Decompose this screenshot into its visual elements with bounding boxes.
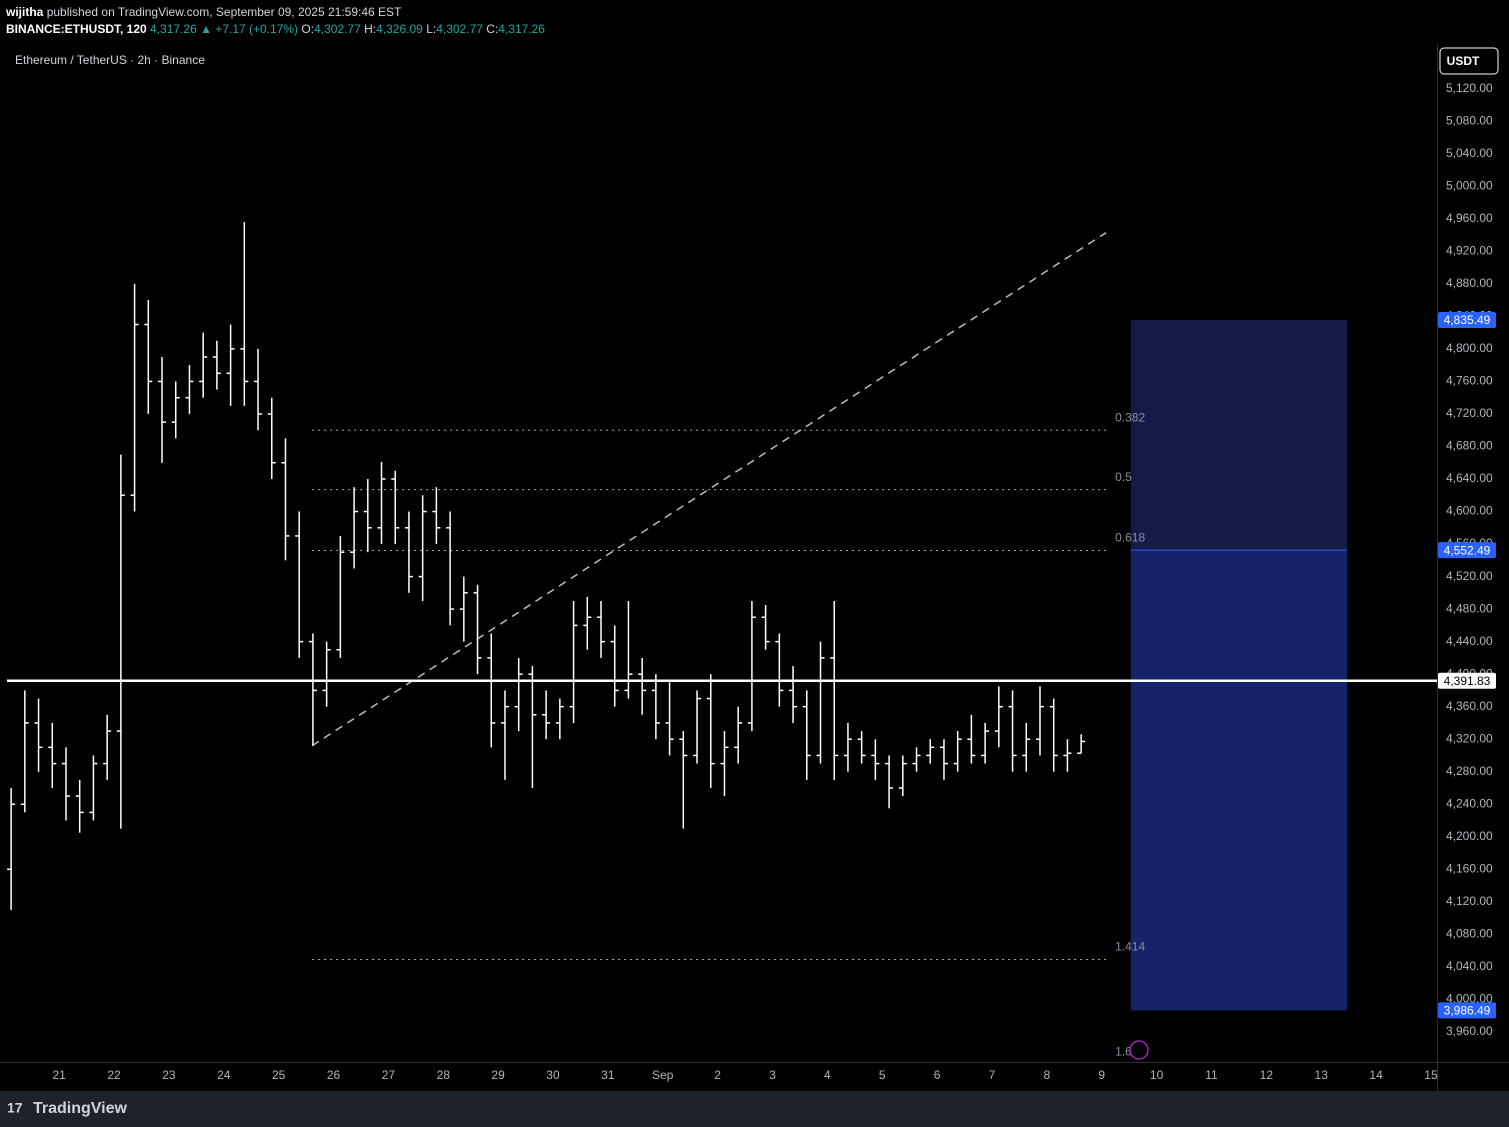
- fib-label: 1.414: [1115, 940, 1145, 954]
- x-tick-label: 22: [107, 1068, 121, 1082]
- ohlc-key: L:: [426, 22, 437, 36]
- y-tick-label: 4,080.00: [1446, 927, 1493, 941]
- x-tick-label: 4: [824, 1068, 831, 1082]
- y-tick-label: 4,880.00: [1446, 276, 1493, 290]
- y-tick-label: 4,960.00: [1446, 211, 1493, 225]
- ohlc-value: 4,326.09: [376, 22, 423, 36]
- alert-icon[interactable]: [1129, 1040, 1149, 1060]
- x-tick-label: 7: [989, 1068, 996, 1082]
- x-tick-label: 10: [1150, 1068, 1164, 1082]
- y-tick-label: 4,640.00: [1446, 471, 1493, 485]
- position-stop: [1130, 550, 1348, 1011]
- fib-label: 1.6: [1115, 1045, 1132, 1059]
- price-tag: [1438, 542, 1496, 559]
- y-tick-label: 4,720.00: [1446, 406, 1493, 420]
- y-tick-label: 4,360.00: [1446, 699, 1493, 713]
- price-tag-label: 4,835.49: [1444, 313, 1491, 327]
- y-tick-label: 4,120.00: [1446, 894, 1493, 908]
- price-tag-label: 4,552.49: [1444, 543, 1491, 557]
- ohlc-value: 4,302.77: [436, 22, 483, 36]
- y-tick-label: 3,960.00: [1446, 1024, 1493, 1038]
- y-tick-label: 4,600.00: [1446, 504, 1493, 518]
- x-tick-label: 25: [272, 1068, 286, 1082]
- x-tick-label: 2: [714, 1068, 721, 1082]
- symbol: BINANCE:ETHUSDT, 120: [6, 22, 147, 36]
- footer: [0, 1091, 1509, 1127]
- y-tick-label: 4,480.00: [1446, 601, 1493, 615]
- y-tick-label: 4,920.00: [1446, 244, 1493, 258]
- x-tick-label: 15: [1424, 1068, 1438, 1082]
- ohlc-key: H:: [364, 22, 377, 36]
- fib-label: 0.5: [1115, 470, 1132, 484]
- x-tick-label: 29: [491, 1068, 505, 1082]
- x-tick-label: 5: [879, 1068, 886, 1082]
- fib-label: 0.618: [1115, 531, 1145, 545]
- price-tag: [1438, 1002, 1496, 1019]
- y-tick-label: 4,160.00: [1446, 861, 1493, 875]
- x-tick-label: 3: [769, 1068, 776, 1082]
- x-tick-label: 14: [1369, 1068, 1383, 1082]
- x-tick-label: 13: [1315, 1068, 1329, 1082]
- y-tick-label: 4,280.00: [1446, 764, 1493, 778]
- x-tick-label: 23: [162, 1068, 176, 1082]
- published: published on TradingView.com, September …: [46, 5, 402, 19]
- y-tick-label: 4,520.00: [1446, 569, 1493, 583]
- ohlc-value: 4,302.77: [314, 22, 361, 36]
- x-tick-label: 26: [327, 1068, 341, 1082]
- logo: 17: [7, 1100, 23, 1116]
- x-tick-label: 31: [601, 1068, 615, 1082]
- y-tick-label: 4,760.00: [1446, 374, 1493, 388]
- y-tick-label: 5,120.00: [1446, 81, 1493, 95]
- price-tag: [1438, 672, 1496, 689]
- x-tick-label: 30: [546, 1068, 560, 1082]
- y-tick-label: 5,040.00: [1446, 146, 1493, 160]
- y-tick-label: 5,080.00: [1446, 113, 1493, 127]
- trend-line: [311, 232, 1107, 747]
- x-tick-label: 8: [1044, 1068, 1051, 1082]
- change: ▲ +7.17 (+0.17%): [200, 22, 299, 36]
- x-tick-label: 9: [1098, 1068, 1105, 1082]
- y-tick-label: 4,320.00: [1446, 731, 1493, 745]
- x-tick-label: 27: [382, 1068, 396, 1082]
- y-tick-label: 4,440.00: [1446, 634, 1493, 648]
- y-tick-label: 4,200.00: [1446, 829, 1493, 843]
- x-tick-label: 21: [52, 1068, 66, 1082]
- header: wijitha published on TradingView.com, Se…: [6, 4, 545, 38]
- currency[interactable]: USDT: [1447, 54, 1480, 68]
- fib-label: 0.382: [1115, 410, 1145, 424]
- x-tick-label: 24: [217, 1068, 231, 1082]
- x-tick-label: 12: [1260, 1068, 1274, 1082]
- price-tag-label: 3,986.49: [1444, 1004, 1491, 1018]
- brand: TradingView: [33, 1100, 128, 1117]
- y-tick-label: 4,000.00: [1446, 992, 1493, 1006]
- ohlc-key: O:: [301, 22, 315, 36]
- y-tick-label: 5,000.00: [1446, 178, 1493, 192]
- publisher: wijitha: [6, 5, 44, 19]
- ohlc-value: 4,317.26: [498, 22, 545, 36]
- y-tick-label: 4,800.00: [1446, 341, 1493, 355]
- y-tick-label: 4,040.00: [1446, 959, 1493, 973]
- ohlc-key: C:: [486, 22, 499, 36]
- x-tick-label: 6: [934, 1068, 941, 1082]
- plot: 0.382 0.5 0.618 1.414 1.6: [7, 222, 1437, 1059]
- x-tick-label: 28: [437, 1068, 451, 1082]
- x-tick-label: 11: [1205, 1068, 1218, 1082]
- currency-button[interactable]: [1439, 47, 1499, 75]
- position-target: [1130, 320, 1348, 551]
- last-price: 4,317.26: [150, 22, 197, 36]
- chart-title: Ethereum / TetherUS · 2h · Binance: [15, 53, 205, 67]
- x-tick-label: Sep: [652, 1068, 674, 1082]
- y-tick-label: 4,240.00: [1446, 796, 1493, 810]
- price-tag-label: 4,391.83: [1444, 674, 1491, 688]
- price-tag: [1438, 312, 1496, 329]
- y-tick-label: 4,680.00: [1446, 439, 1493, 453]
